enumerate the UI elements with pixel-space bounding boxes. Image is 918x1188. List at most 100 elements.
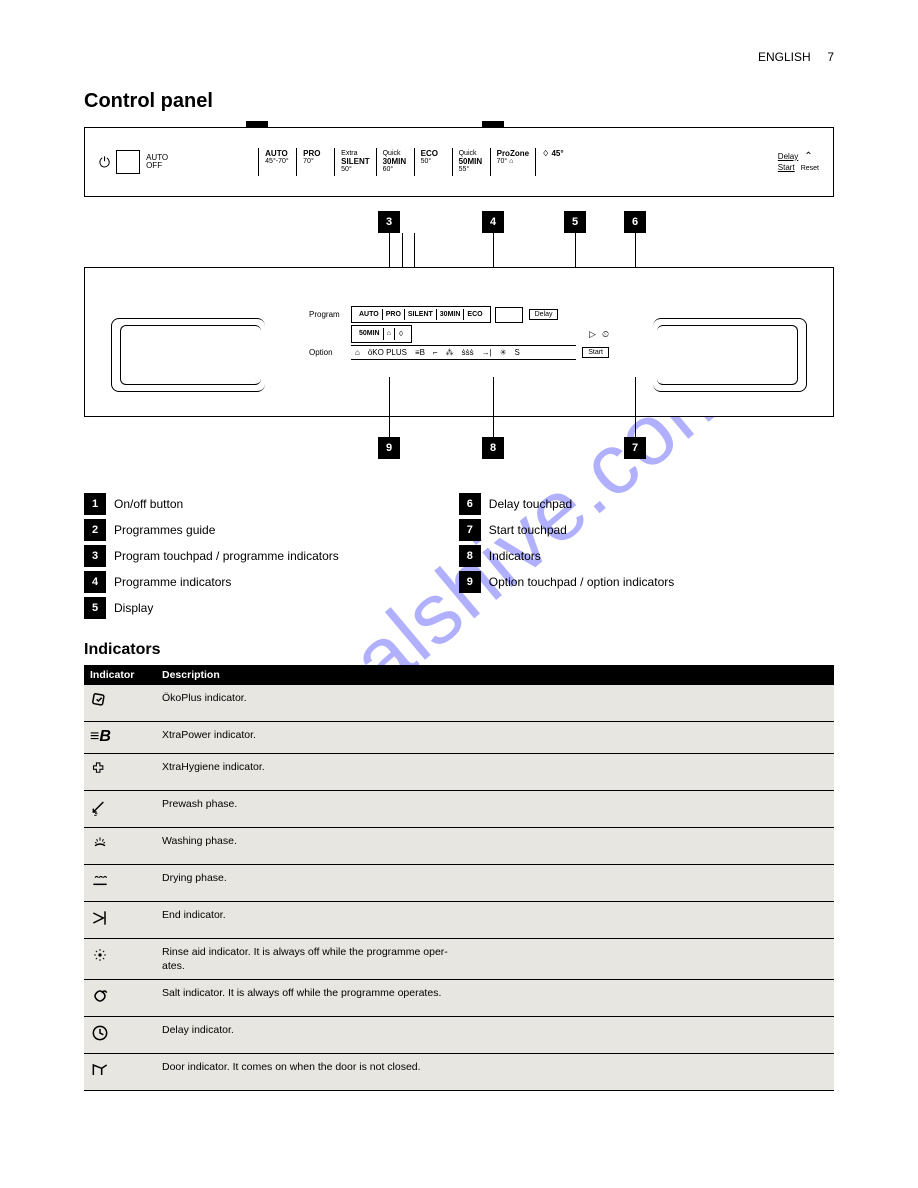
legend-text: Start touchpad (489, 523, 567, 537)
prog-item[interactable]: PRO (382, 309, 404, 320)
indicator-icon (90, 760, 162, 784)
legend-row: 2 Programmes guide (84, 519, 339, 541)
indicator-row: Salt indicator. It is always off while t… (84, 980, 834, 1017)
programme-cell: AUTO45°-70° (258, 148, 296, 175)
programme-cell: ProZone70° ⌂ (490, 148, 535, 175)
indicator-row: Door indicator. It comes on when the doo… (84, 1054, 834, 1091)
option-icon[interactable]: ṡṡṡ (462, 348, 474, 357)
legend-row: 9Option touchpad / option indicators (459, 571, 674, 593)
legend-num: 4 (84, 571, 106, 593)
indicator-row: Delay indicator. (84, 1017, 834, 1054)
legend-row: 3Program touchpad / programme indicators (84, 545, 339, 567)
prog-item[interactable]: ⌂ (383, 328, 394, 340)
indicators-head: Indicator Description (84, 665, 834, 685)
prog-item[interactable]: SILENT (404, 309, 436, 320)
legend-num: 9 (459, 571, 481, 593)
legend-num: 7 (459, 519, 481, 541)
indicator-desc: Delay indicator. (162, 1023, 828, 1047)
legend-num: 8 (459, 545, 481, 567)
indicator-desc: XtraHygiene indicator. (162, 760, 828, 784)
delay-start-labels: Delay ⌃ Start Reset (778, 150, 819, 173)
lang-label: ENGLISH (758, 50, 811, 64)
indicators-table: Indicator Description ÖkoPlus indicator.… (84, 665, 834, 1091)
page-number: 7 (827, 50, 834, 64)
start-button[interactable]: Start (582, 347, 609, 358)
indicator-icon (90, 1023, 162, 1047)
callout-9: 9 (378, 437, 400, 459)
control-panel-top: ⏻ AUTO OFF AUTO45°-70°PRO70°ExtraSILENT5… (84, 127, 834, 197)
legend-text: Programme indicators (114, 575, 231, 589)
callout-6: 6 (624, 211, 646, 233)
control-panel-front: Program AUTOPROSILENT30MINECO Delay 50MI… (84, 267, 834, 417)
legend-left: 1On/off button2Programmes guide3Program … (84, 493, 339, 623)
delay-mini-icon: ⏲ (602, 329, 609, 340)
prog-item[interactable]: 30MIN (436, 309, 464, 320)
legend-text: Program touchpad / programme indicators (114, 549, 339, 563)
legend-row: 4 Programme indicators (84, 571, 339, 593)
handle-right (653, 318, 807, 392)
option-strip[interactable]: ⌂ öKO PLUS ≡B ⌐ ⁂ ṡṡṡ →| ✳ S (351, 345, 576, 360)
indicator-desc: Washing phase. (162, 834, 828, 858)
option-icon[interactable]: ⁂ (446, 348, 454, 357)
indicator-icon: ≡B (90, 728, 162, 747)
handle-left (111, 318, 265, 392)
callout-7: 7 (624, 437, 646, 459)
legend-num: 2 (84, 519, 106, 541)
page-content: ENGLISH 7 Control panel 1 2 ⏻ AUTO OFF A… (0, 0, 918, 1131)
indicator-icon (90, 945, 162, 973)
indicator-desc: Door indicator. It comes on when the doo… (162, 1060, 828, 1084)
programme-cell: Quick30MIN60° (376, 148, 414, 175)
program-row2[interactable]: 50MIN⌂♢ (351, 325, 412, 343)
indicators-section: Indicators Indicator Description ÖkoPlus… (84, 641, 834, 1091)
prog-item[interactable]: 50MIN (356, 328, 383, 340)
indicators-title: Indicators (84, 641, 834, 659)
indicator-desc: Prewash phase. (162, 797, 828, 821)
legend-num: 1 (84, 493, 106, 515)
option-icon[interactable]: ⌂ (355, 348, 360, 357)
option-icon[interactable]: ✳ (500, 348, 507, 357)
display-box (495, 307, 523, 323)
option-icon[interactable]: öKO PLUS (368, 348, 407, 357)
option-icon[interactable]: →| (482, 348, 492, 357)
legend-text: Programmes guide (114, 523, 215, 537)
power-icon: ⏻ (99, 154, 110, 171)
center-control: Program AUTOPROSILENT30MINECO Delay 50MI… (309, 306, 609, 362)
callout-3: 3 (378, 211, 400, 233)
indicator-icon (90, 908, 162, 932)
indicator-icon (90, 1060, 162, 1084)
option-label: Option (309, 348, 351, 357)
indicator-row: ÖkoPlus indicator. (84, 685, 834, 722)
callout-8: 8 (482, 437, 504, 459)
start-label: Start (778, 163, 795, 173)
indicator-icon (90, 871, 162, 895)
legend-row: 5Display (84, 597, 339, 619)
head-indicator: Indicator (90, 669, 162, 681)
legend-text: Indicators (489, 549, 541, 563)
prog-item[interactable]: ECO (463, 309, 485, 320)
indicator-desc: End indicator. (162, 908, 828, 932)
indicator-row: ≡B XtraPower indicator. (84, 722, 834, 754)
indicator-desc: Rinse aid indicator. It is always off wh… (162, 945, 828, 973)
programmes-strip: AUTO45°-70°PRO70°ExtraSILENT50°Quick30MI… (258, 148, 573, 175)
program-row1[interactable]: AUTOPROSILENT30MINECO (351, 306, 491, 323)
indicator-row: Washing phase. (84, 828, 834, 865)
option-icon[interactable]: ⌐ (433, 348, 438, 357)
legend-text: Delay touchpad (489, 497, 572, 511)
legend-right: 6Delay touchpad7Start touchpad8Indicator… (459, 493, 674, 623)
prog-item[interactable]: ♢ (394, 328, 407, 340)
prog-item[interactable]: AUTO (356, 309, 382, 320)
reset-label: Reset (801, 164, 819, 173)
auto-off-label: AUTO OFF (146, 154, 168, 170)
legend-num: 5 (84, 597, 106, 619)
delay-button[interactable]: Delay (529, 309, 559, 320)
indicator-row: XtraHygiene indicator. (84, 754, 834, 791)
indicator-row: Rinse aid indicator. It is always off wh… (84, 939, 834, 980)
option-icon[interactable]: ≡B (415, 348, 425, 357)
indicator-desc: ÖkoPlus indicator. (162, 691, 828, 715)
option-icon[interactable]: S (514, 348, 519, 357)
power-button[interactable] (116, 150, 140, 174)
indicator-icon (90, 834, 162, 858)
indicator-icon (90, 797, 162, 821)
power-group: ⏻ AUTO OFF (99, 150, 168, 174)
legend-row: 8 Indicators (459, 545, 674, 567)
